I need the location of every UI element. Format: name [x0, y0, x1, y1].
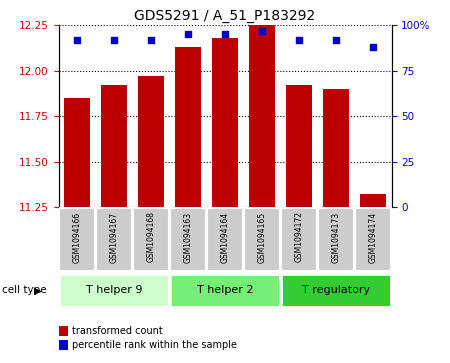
FancyBboxPatch shape [281, 208, 317, 271]
Text: GSM1094165: GSM1094165 [257, 212, 266, 262]
Point [221, 32, 229, 37]
Bar [175, 47, 201, 207]
FancyBboxPatch shape [59, 274, 169, 307]
Bar [64, 98, 90, 207]
FancyBboxPatch shape [96, 208, 132, 271]
Text: GSM1094163: GSM1094163 [184, 212, 193, 262]
FancyBboxPatch shape [170, 208, 206, 271]
Title: GDS5291 / A_51_P183292: GDS5291 / A_51_P183292 [135, 9, 315, 23]
FancyBboxPatch shape [133, 208, 169, 271]
Point [333, 37, 340, 43]
Point [73, 37, 81, 43]
Text: percentile rank within the sample: percentile rank within the sample [72, 340, 237, 350]
Bar [138, 76, 164, 207]
Point [258, 28, 265, 34]
FancyBboxPatch shape [318, 208, 354, 271]
Point [148, 37, 155, 43]
Text: GSM1094174: GSM1094174 [369, 212, 378, 262]
Text: cell type: cell type [2, 285, 47, 295]
Text: GSM1094166: GSM1094166 [72, 212, 81, 262]
Bar [101, 85, 127, 207]
Bar [323, 89, 349, 207]
Bar [249, 25, 275, 207]
FancyBboxPatch shape [207, 208, 243, 271]
FancyBboxPatch shape [59, 208, 95, 271]
Bar [286, 85, 312, 207]
Text: T helper 2: T helper 2 [197, 285, 253, 295]
Bar [212, 38, 238, 207]
Text: GSM1094172: GSM1094172 [294, 212, 303, 262]
Text: GSM1094173: GSM1094173 [332, 212, 341, 262]
Point [110, 37, 117, 43]
FancyBboxPatch shape [170, 274, 280, 307]
Text: GSM1094164: GSM1094164 [220, 212, 230, 262]
Point [295, 37, 302, 43]
Text: GSM1094167: GSM1094167 [109, 212, 118, 262]
FancyBboxPatch shape [244, 208, 280, 271]
Text: T regulatory: T regulatory [302, 285, 370, 295]
Text: transformed count: transformed count [72, 326, 163, 336]
FancyBboxPatch shape [281, 274, 391, 307]
Text: GSM1094168: GSM1094168 [147, 212, 156, 262]
Text: ▶: ▶ [34, 285, 42, 295]
Point [369, 44, 377, 50]
FancyBboxPatch shape [355, 208, 391, 271]
Bar [360, 194, 386, 207]
Text: T helper 9: T helper 9 [86, 285, 142, 295]
Point [184, 32, 192, 37]
